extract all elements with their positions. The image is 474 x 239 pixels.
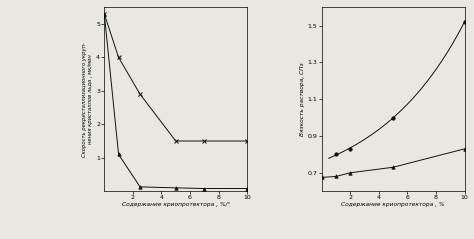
Y-axis label: Вязкость раствора, СПз: Вязкость раствора, СПз bbox=[300, 62, 305, 136]
X-axis label: Содержание криопротектора , %: Содержание криопротектора , % bbox=[341, 202, 445, 207]
X-axis label: Содержание криопротектора , %/°: Содержание криопротектора , %/° bbox=[121, 202, 230, 207]
Y-axis label: Скорость рекристаллизационного укруп-
нения кристаллов льда , мк/мин: Скорость рекристаллизационного укруп- не… bbox=[82, 42, 93, 157]
